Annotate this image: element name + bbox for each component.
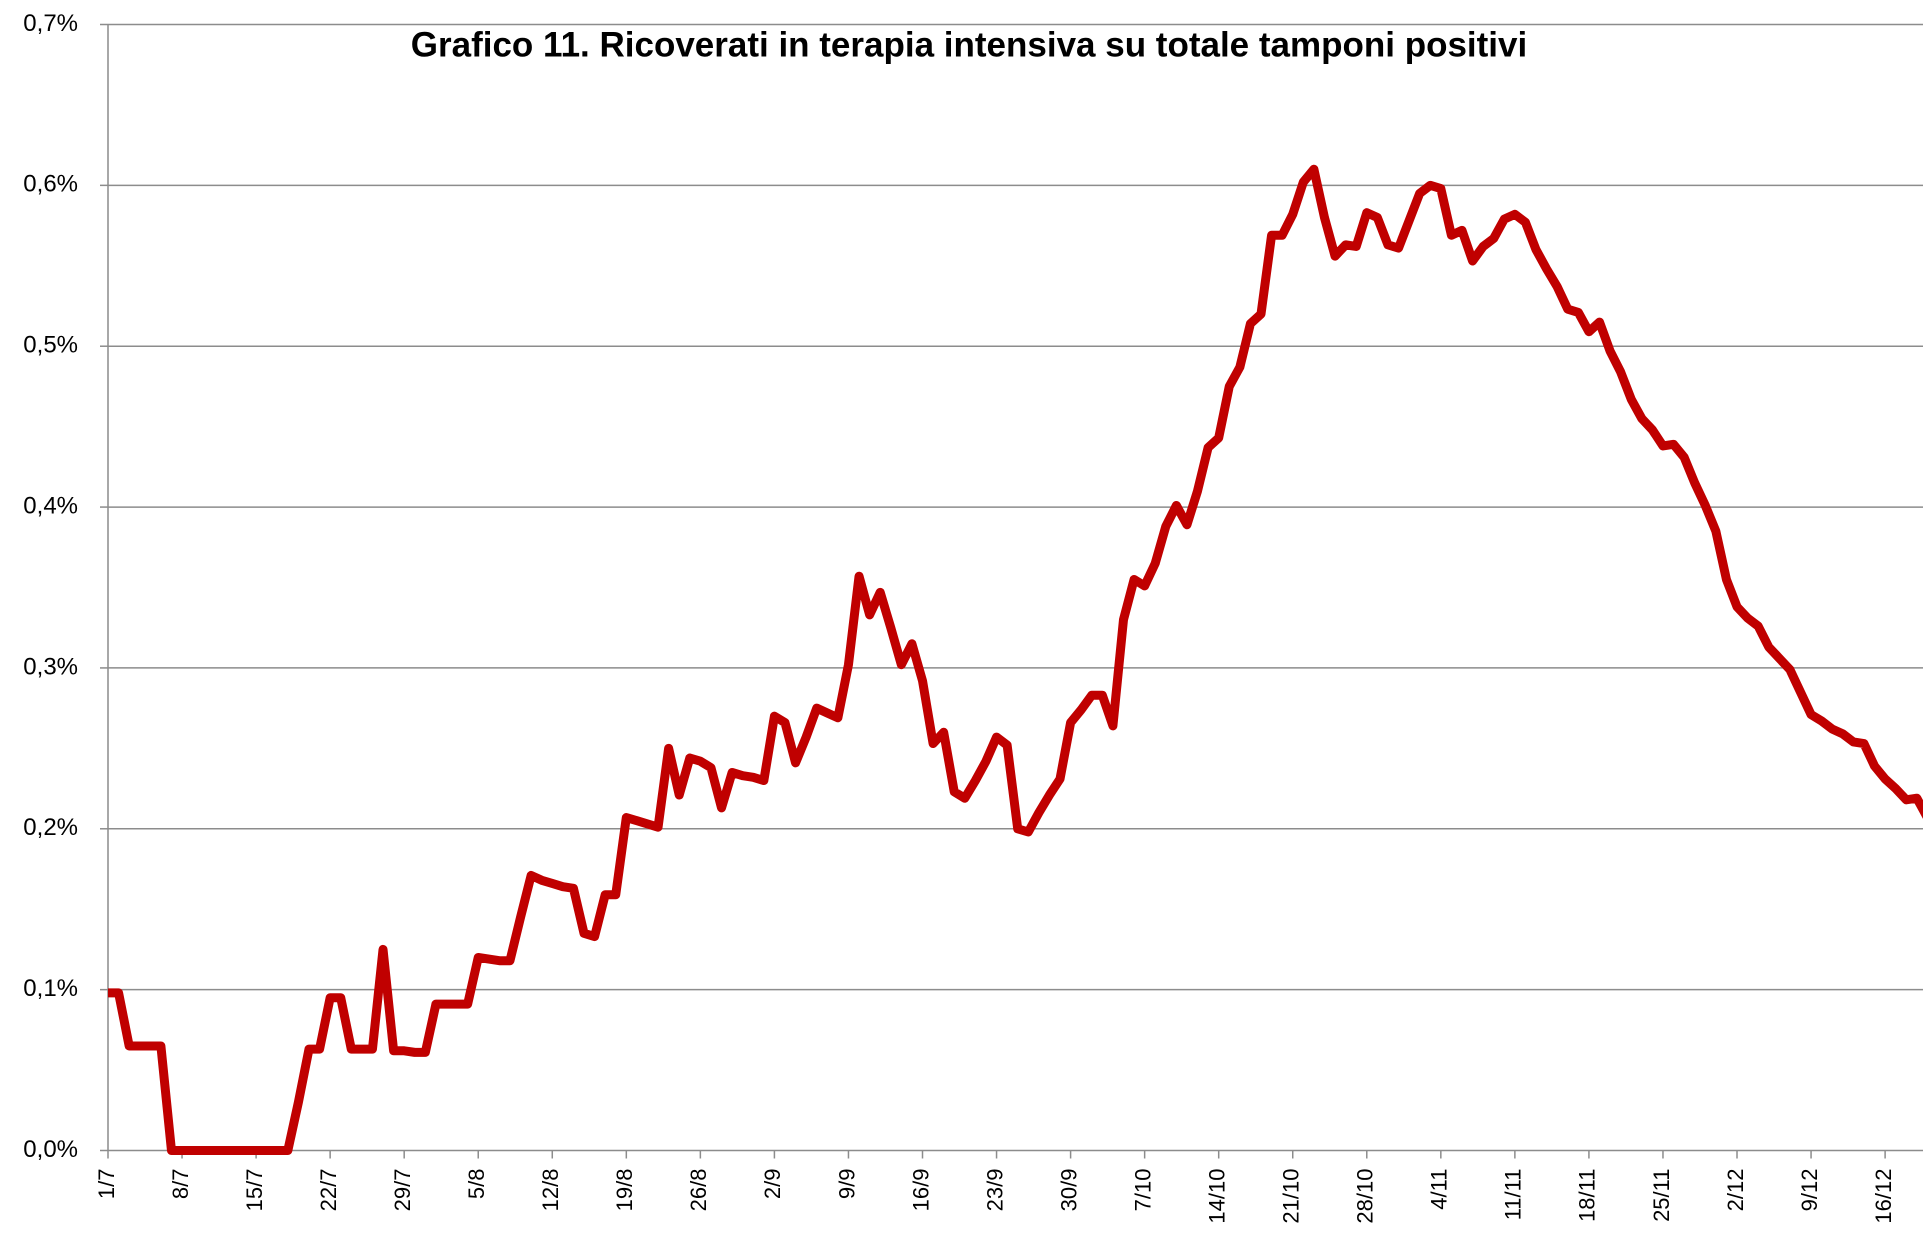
y-tick-label: 0,0% — [23, 1136, 78, 1163]
x-tick-label: 26/8 — [686, 1169, 711, 1212]
x-tick-label: 14/10 — [1205, 1169, 1230, 1224]
x-tick-label: 22/7 — [316, 1169, 341, 1212]
x-tick-label: 1/7 — [94, 1169, 119, 1200]
x-tick-label: 28/10 — [1353, 1169, 1378, 1224]
x-tick-label: 21/10 — [1279, 1169, 1304, 1224]
x-tick-label: 16/12 — [1871, 1169, 1896, 1224]
x-tick-label: 18/11 — [1575, 1169, 1600, 1222]
y-tick-label: 0,4% — [23, 492, 78, 519]
y-tick-label: 0,7% — [23, 10, 78, 37]
x-tick-label: 7/10 — [1130, 1169, 1155, 1212]
x-tick-label: 30/9 — [1056, 1169, 1081, 1212]
x-tick-label: 9/12 — [1797, 1169, 1822, 1212]
x-tick-label: 11/11 — [1501, 1169, 1526, 1221]
data-line — [108, 164, 1923, 1155]
x-tick-label: 5/8 — [464, 1169, 489, 1200]
x-tick-label: 2/9 — [760, 1169, 785, 1200]
y-tick-label: 0,2% — [23, 814, 78, 841]
plot-area — [108, 164, 1923, 1155]
x-tick-label: 16/9 — [908, 1169, 933, 1212]
x-tick-label: 19/8 — [612, 1169, 637, 1212]
x-tick-label: 15/7 — [242, 1169, 267, 1212]
x-tick-label: 25/11 — [1649, 1169, 1674, 1222]
x-tick-label: 23/9 — [982, 1169, 1007, 1212]
y-tick-label: 0,5% — [23, 332, 78, 359]
y-tick-label: 0,6% — [23, 171, 78, 198]
y-tick-label: 0,3% — [23, 653, 78, 680]
y-tick-label: 0,1% — [23, 975, 78, 1002]
x-tick-label: 2/12 — [1723, 1169, 1748, 1212]
x-tick-label: 4/11 — [1427, 1169, 1452, 1210]
x-tick-label: 8/7 — [168, 1169, 193, 1200]
x-tick-label: 29/7 — [390, 1169, 415, 1212]
chart-title: Grafico 11. Ricoverati in terapia intens… — [411, 25, 1527, 64]
x-tick-label: 12/8 — [538, 1169, 563, 1212]
x-tick-label: 9/9 — [834, 1169, 859, 1200]
